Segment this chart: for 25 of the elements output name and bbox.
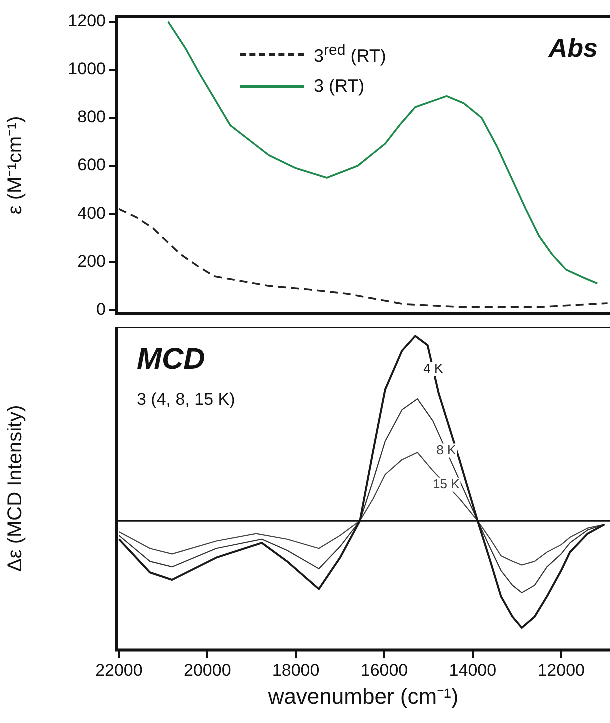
x-tick-label: 12000 [538, 661, 586, 680]
y-tick-label: 1200 [68, 11, 106, 30]
y-axis-title: Δε (MCD Intensity) [4, 405, 27, 572]
x-tick-label: 20000 [184, 661, 232, 680]
legend-label: 3 (RT) [314, 76, 365, 96]
y-tick-label: 1000 [68, 60, 106, 79]
annotation: Abs [548, 33, 598, 63]
x-tick-label: 14000 [449, 661, 497, 680]
x-tick-label: 18000 [272, 661, 320, 680]
y-tick-label: 0 [96, 300, 106, 319]
y-axis-title: ε (M⁻¹cm⁻¹) [4, 116, 27, 215]
annotation: MCD [137, 343, 206, 376]
y-tick-label: 600 [78, 156, 106, 175]
x-tick-label: 22000 [96, 661, 143, 680]
annotation: 3 (4, 8, 15 K) [137, 390, 236, 409]
series-label: 8 K [436, 442, 456, 458]
y-tick-label: 400 [78, 204, 106, 223]
y-tick-label: 200 [78, 252, 106, 271]
x-axis-title: wavenumber (cm⁻¹) [267, 684, 459, 709]
y-tick-label: 800 [78, 108, 106, 127]
series-label: 15 K [433, 476, 460, 492]
line-series [118, 208, 609, 308]
legend-label: 3$^{red}$ (RT) [314, 42, 386, 66]
series-label: 4 K [424, 361, 444, 376]
x-tick-label: 16000 [360, 661, 408, 680]
